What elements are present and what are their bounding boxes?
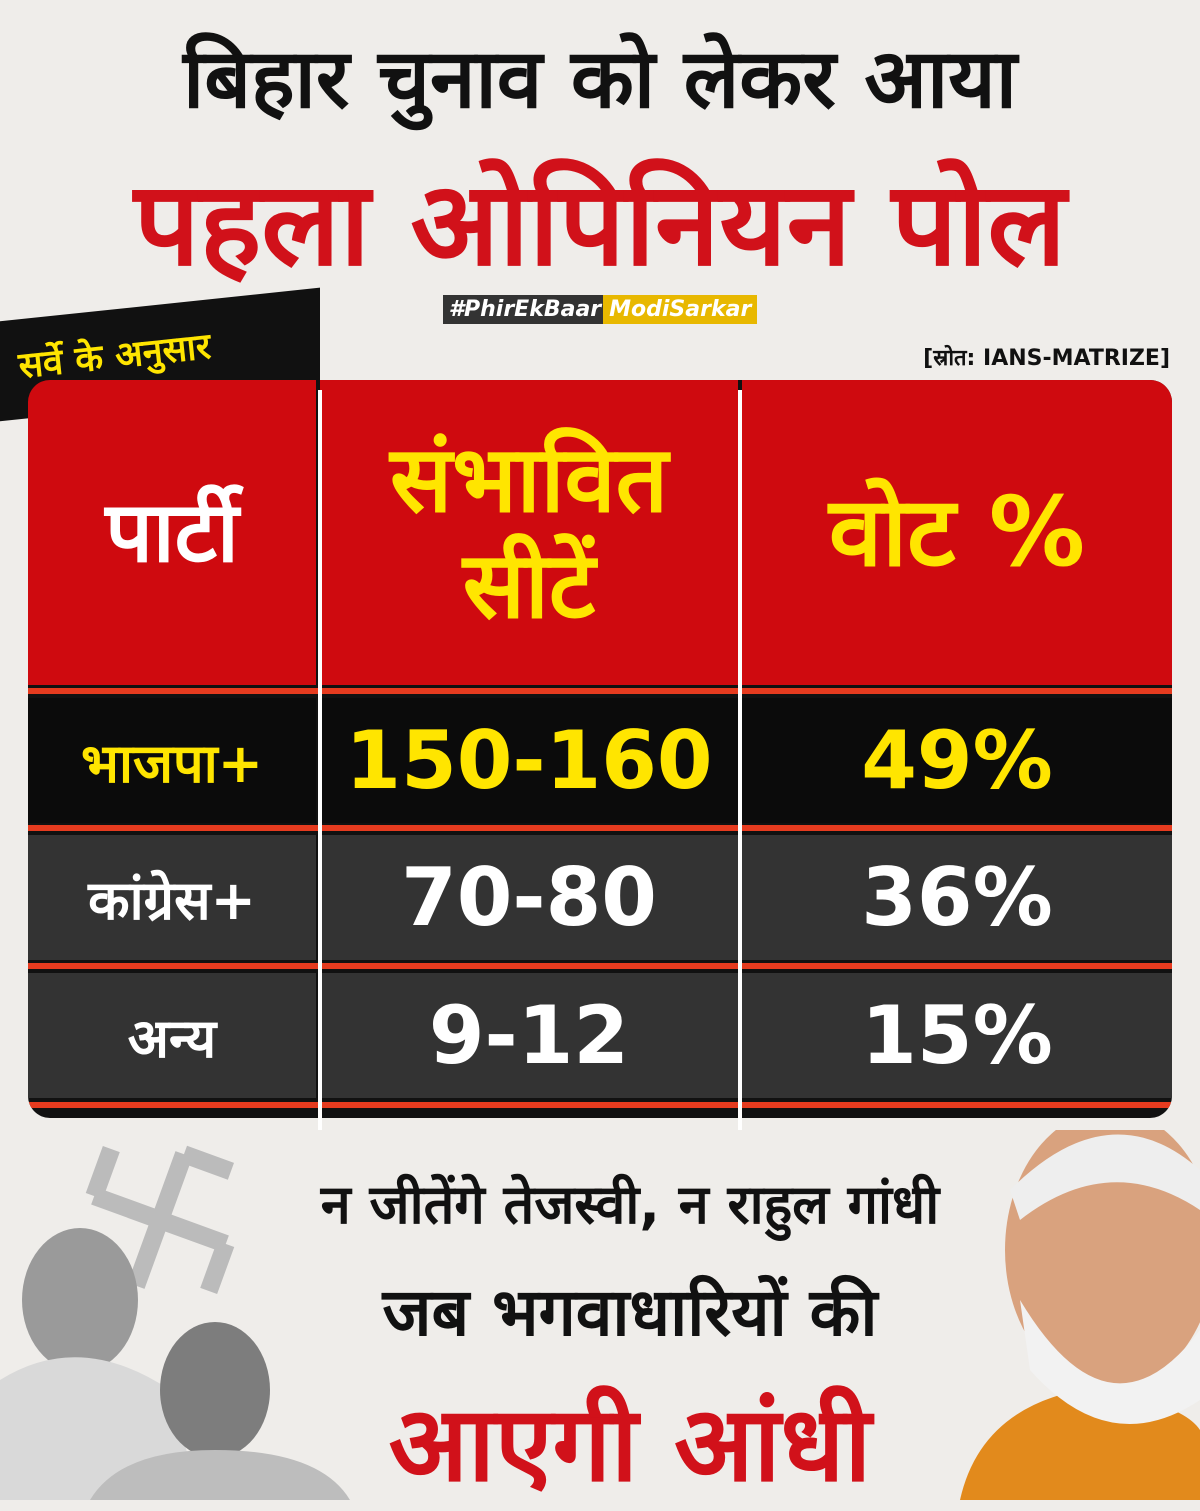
title-line-1: बिहार चुनाव को लेकर आया bbox=[183, 32, 1017, 127]
header-cell: संभावित सीटें bbox=[320, 380, 738, 685]
row-separator bbox=[28, 963, 1172, 969]
illustrations bbox=[0, 1130, 1200, 1500]
left-photo bbox=[0, 1228, 350, 1500]
hashtag-prefix: #PhirEkBaar bbox=[442, 295, 604, 324]
table-cell: भाजपा+ bbox=[28, 698, 316, 823]
header-cell: पार्टी bbox=[28, 380, 316, 685]
right-photo bbox=[960, 1130, 1200, 1500]
row-separator bbox=[28, 688, 1172, 694]
table-cell: 9-12 bbox=[320, 973, 738, 1098]
header-cell: वोट % bbox=[742, 380, 1172, 685]
row-separator bbox=[28, 825, 1172, 831]
hashtag: #PhirEkBaar ModiSarkar bbox=[0, 295, 1200, 324]
footer-line-1: न जीतेंगे तेजस्वी, न राहुल गांधी bbox=[320, 1173, 940, 1236]
table-cell: 36% bbox=[742, 835, 1172, 960]
column-divider bbox=[318, 390, 322, 1130]
table-cell: कांग्रेस+ bbox=[28, 835, 316, 960]
footer-line-2: जब भगवाधारियों की bbox=[382, 1274, 878, 1351]
ballot-symbol bbox=[85, 1145, 235, 1295]
row-separator bbox=[28, 1102, 1172, 1108]
table-cell: 15% bbox=[742, 973, 1172, 1098]
table-cell: 70-80 bbox=[320, 835, 738, 960]
table-cell: अन्य bbox=[28, 973, 316, 1098]
title-line-2: पहला ओपिनियन पोल bbox=[133, 157, 1067, 292]
table-cell: 150-160 bbox=[320, 698, 738, 823]
table-cell: 49% bbox=[742, 698, 1172, 823]
source: [स्रोत: IANS-MATRIZE] bbox=[923, 346, 1170, 371]
results-table: पार्टी संभावित सीटें वोट % भाजपा+ 150-160 49%… bbox=[28, 380, 1172, 1118]
column-divider bbox=[738, 390, 742, 1130]
hashtag-highlight: ModiSarkar bbox=[603, 295, 758, 324]
footer-line-3: आएगी आंधी bbox=[388, 1383, 872, 1505]
